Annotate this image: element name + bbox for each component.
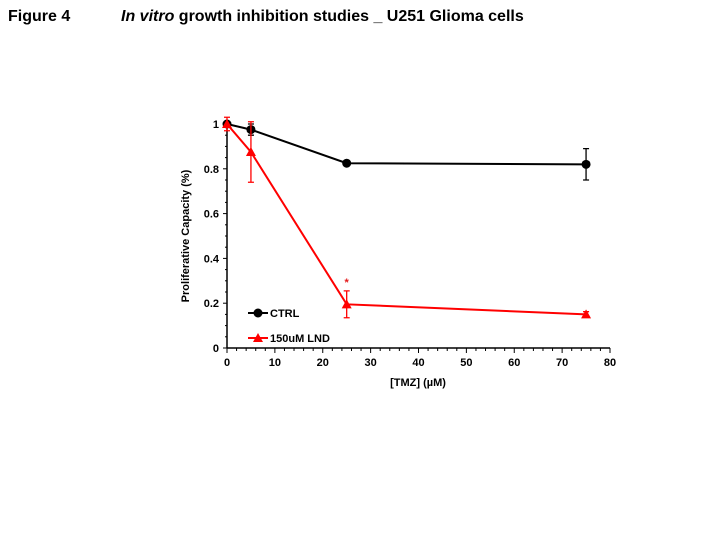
- data-point: [581, 159, 591, 169]
- y-tick-label: 0: [213, 343, 219, 355]
- figure-label: Figure 4: [8, 8, 71, 25]
- y-tick-label: 0.2: [204, 298, 219, 310]
- title-italic: In vitro: [121, 8, 175, 25]
- data-point: [341, 299, 352, 309]
- series-line-1: [226, 123, 587, 316]
- y-axis-label: Proliferative Capacity (%): [180, 169, 192, 302]
- data-point: [222, 119, 232, 128]
- y-tick-label: 0.8: [204, 164, 219, 176]
- x-tick-label: 10: [269, 357, 281, 369]
- y-tick-label: 0.6: [204, 209, 219, 221]
- x-tick-label: 60: [508, 357, 520, 369]
- title-rest: growth inhibition studies _ U251 Glioma …: [174, 8, 524, 25]
- figure-title: In vitro growth inhibition studies _ U25…: [121, 8, 524, 26]
- y-tick-label: 1: [213, 119, 219, 131]
- legend-marker: [253, 333, 263, 342]
- data-point: [342, 158, 352, 168]
- x-axis-label: [TMZ] (µM): [390, 377, 446, 389]
- data-point: [581, 309, 592, 319]
- x-tick-label: 80: [604, 357, 616, 369]
- data-point: [245, 147, 256, 156]
- x-tick-label: 20: [317, 357, 329, 369]
- significance-marker: *: [345, 277, 350, 289]
- x-tick-label: 40: [412, 357, 424, 369]
- x-tick-label: 30: [365, 357, 377, 369]
- legend-marker: [253, 308, 263, 318]
- x-tick-label: 50: [460, 357, 472, 369]
- legend-label: CTRL: [270, 308, 300, 320]
- legend-label: 150uM LND: [270, 333, 330, 345]
- x-tick-label: 70: [556, 357, 568, 369]
- y-tick-label: 0.4: [204, 253, 220, 265]
- series-line-0: [226, 123, 587, 166]
- x-tick-label: 0: [224, 357, 230, 369]
